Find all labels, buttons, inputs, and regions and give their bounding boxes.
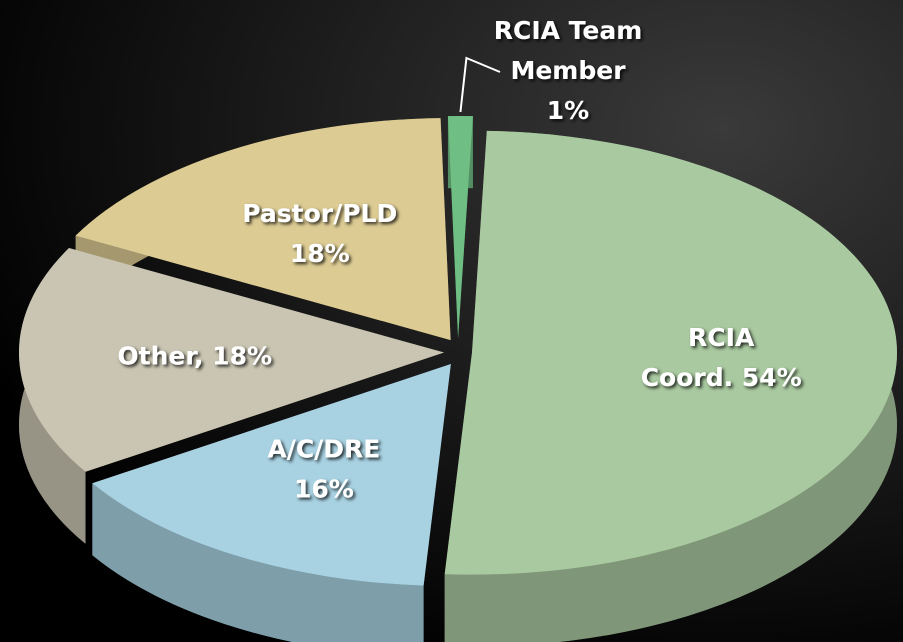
data-label: 18% (290, 239, 350, 268)
data-label: A/C/DRE (267, 434, 380, 463)
leader-line (459, 56, 501, 113)
data-label: Member (510, 56, 626, 85)
data-label: Other, 18% (117, 341, 272, 370)
data-label: RCIA Team (494, 16, 643, 45)
data-label: 1% (547, 96, 589, 125)
slice-side (92, 483, 424, 642)
slice (444, 130, 897, 575)
data-label: Coord. 54% (641, 363, 802, 392)
slice (19, 248, 445, 472)
slice (75, 118, 451, 341)
data-label: RCIA (688, 323, 755, 352)
slice (447, 116, 473, 339)
data-label: Pastor/PLD (242, 199, 397, 228)
data-label: 16% (294, 474, 354, 503)
slice (92, 364, 451, 586)
